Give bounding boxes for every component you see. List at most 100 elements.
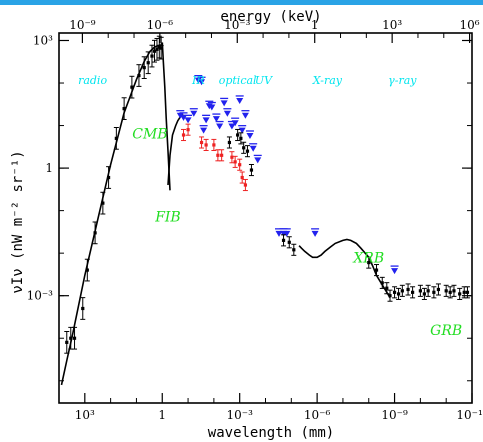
data-point (212, 143, 216, 147)
data-point (380, 281, 384, 285)
data-point (388, 294, 392, 298)
upper-limit-marker (216, 123, 224, 130)
data-point (287, 240, 291, 244)
series-6 (226, 128, 254, 177)
data-point (69, 336, 73, 340)
data-point (65, 340, 69, 344)
series-2 (167, 114, 184, 186)
data-point (400, 289, 404, 293)
data-point (458, 292, 462, 296)
top-tick-label: 10⁻⁹ (69, 18, 96, 32)
series-9 (281, 234, 470, 302)
upper-limit-marker (391, 268, 399, 275)
data-point (142, 66, 146, 70)
series-10 (390, 265, 399, 275)
series-8 (298, 238, 391, 299)
top-tick-label: 10³ (382, 18, 402, 32)
component-label: XRB (352, 251, 384, 267)
data-point (157, 45, 161, 49)
data-point (220, 153, 224, 157)
upper-limit-marker (184, 117, 192, 124)
data-point (448, 290, 452, 294)
x-tick-label: 10⁻⁶ (304, 408, 331, 422)
top-tick-label: 10⁻⁶ (147, 18, 174, 32)
upper-limit-marker (208, 104, 216, 111)
data-point (243, 183, 248, 187)
top-tick-label: 10⁶ (460, 18, 480, 32)
series-7 (274, 228, 320, 237)
y-tick-label: 10³ (33, 33, 53, 47)
data-point (101, 201, 105, 205)
component-label: GRB (430, 323, 462, 339)
y-tick-label: 1 (45, 161, 53, 175)
data-point (374, 268, 379, 272)
band-label: radio (78, 74, 107, 87)
upper-limit-marker (238, 127, 246, 134)
data-point (367, 260, 371, 265)
data-point (426, 289, 430, 293)
upper-limit-marker (283, 230, 291, 237)
data-point (233, 160, 237, 164)
upper-limit-marker (194, 77, 202, 84)
data-point (93, 231, 97, 235)
upper-limit-marker (223, 110, 231, 117)
data-point (130, 85, 134, 89)
data-point (444, 289, 448, 293)
x-tick-label: 10³ (75, 408, 95, 422)
top-tick-label: 10⁻³ (224, 18, 251, 32)
top-tick-label: 1 (311, 18, 319, 32)
series-4 (176, 75, 262, 164)
upper-limit-marker (202, 117, 210, 124)
data-point (114, 136, 118, 140)
data-point (150, 54, 154, 58)
upper-limit-marker (220, 100, 228, 107)
band-label: UV (255, 74, 273, 87)
data-point (240, 175, 244, 180)
upper-limit-marker (241, 112, 249, 119)
data-point (411, 290, 415, 294)
upper-limit-marker (200, 127, 208, 134)
data-point (422, 292, 426, 296)
data-point (396, 292, 401, 296)
x-tick-label: 10⁻⁹ (381, 408, 408, 422)
data-point (159, 46, 163, 50)
data-point (245, 149, 250, 153)
x-tick-label: 10⁻¹² (456, 408, 483, 422)
y-axis-title: νIν (nW m⁻² sr⁻¹) (10, 150, 26, 293)
y-tick-label: 10⁻³ (27, 289, 54, 303)
upper-limit-marker (228, 123, 236, 130)
component-label: CMB (132, 126, 167, 142)
upper-limit-marker (231, 120, 239, 127)
upper-limit-marker (180, 114, 188, 121)
data-point (462, 290, 466, 294)
plot-frame (58, 32, 473, 404)
data-point (385, 286, 389, 290)
band-label: γ-ray (388, 74, 417, 87)
data-point (436, 287, 441, 292)
upper-limit-marker (236, 97, 244, 104)
upper-limit-marker (176, 112, 184, 119)
data-point (216, 153, 220, 157)
data-point (392, 290, 397, 294)
upper-limit-marker (249, 145, 257, 152)
data-point (230, 155, 234, 159)
upper-limit-marker (190, 110, 198, 117)
top-axis-ticks: 10⁻⁹ 10⁻⁶ 10⁻³ 1 10³ 10⁶ (69, 18, 480, 43)
top-axis-title: energy (keV) (220, 9, 321, 25)
data-point (146, 61, 150, 65)
x-tick-label: 10⁻³ (226, 408, 253, 422)
data-series (60, 35, 470, 386)
data-point (238, 163, 242, 167)
series-5 (181, 123, 248, 192)
data-point (465, 290, 470, 294)
series-line (60, 44, 164, 386)
data-point (204, 143, 208, 147)
top-accent-bar (0, 0, 483, 5)
data-point (227, 140, 232, 145)
data-point (181, 133, 186, 137)
series-line (167, 114, 184, 186)
x-axis-ticks: 10³ 1 10⁻³ 10⁻⁶ 10⁻⁹ 10⁻¹² (75, 393, 483, 422)
data-point (72, 336, 77, 340)
data-point (155, 47, 159, 51)
